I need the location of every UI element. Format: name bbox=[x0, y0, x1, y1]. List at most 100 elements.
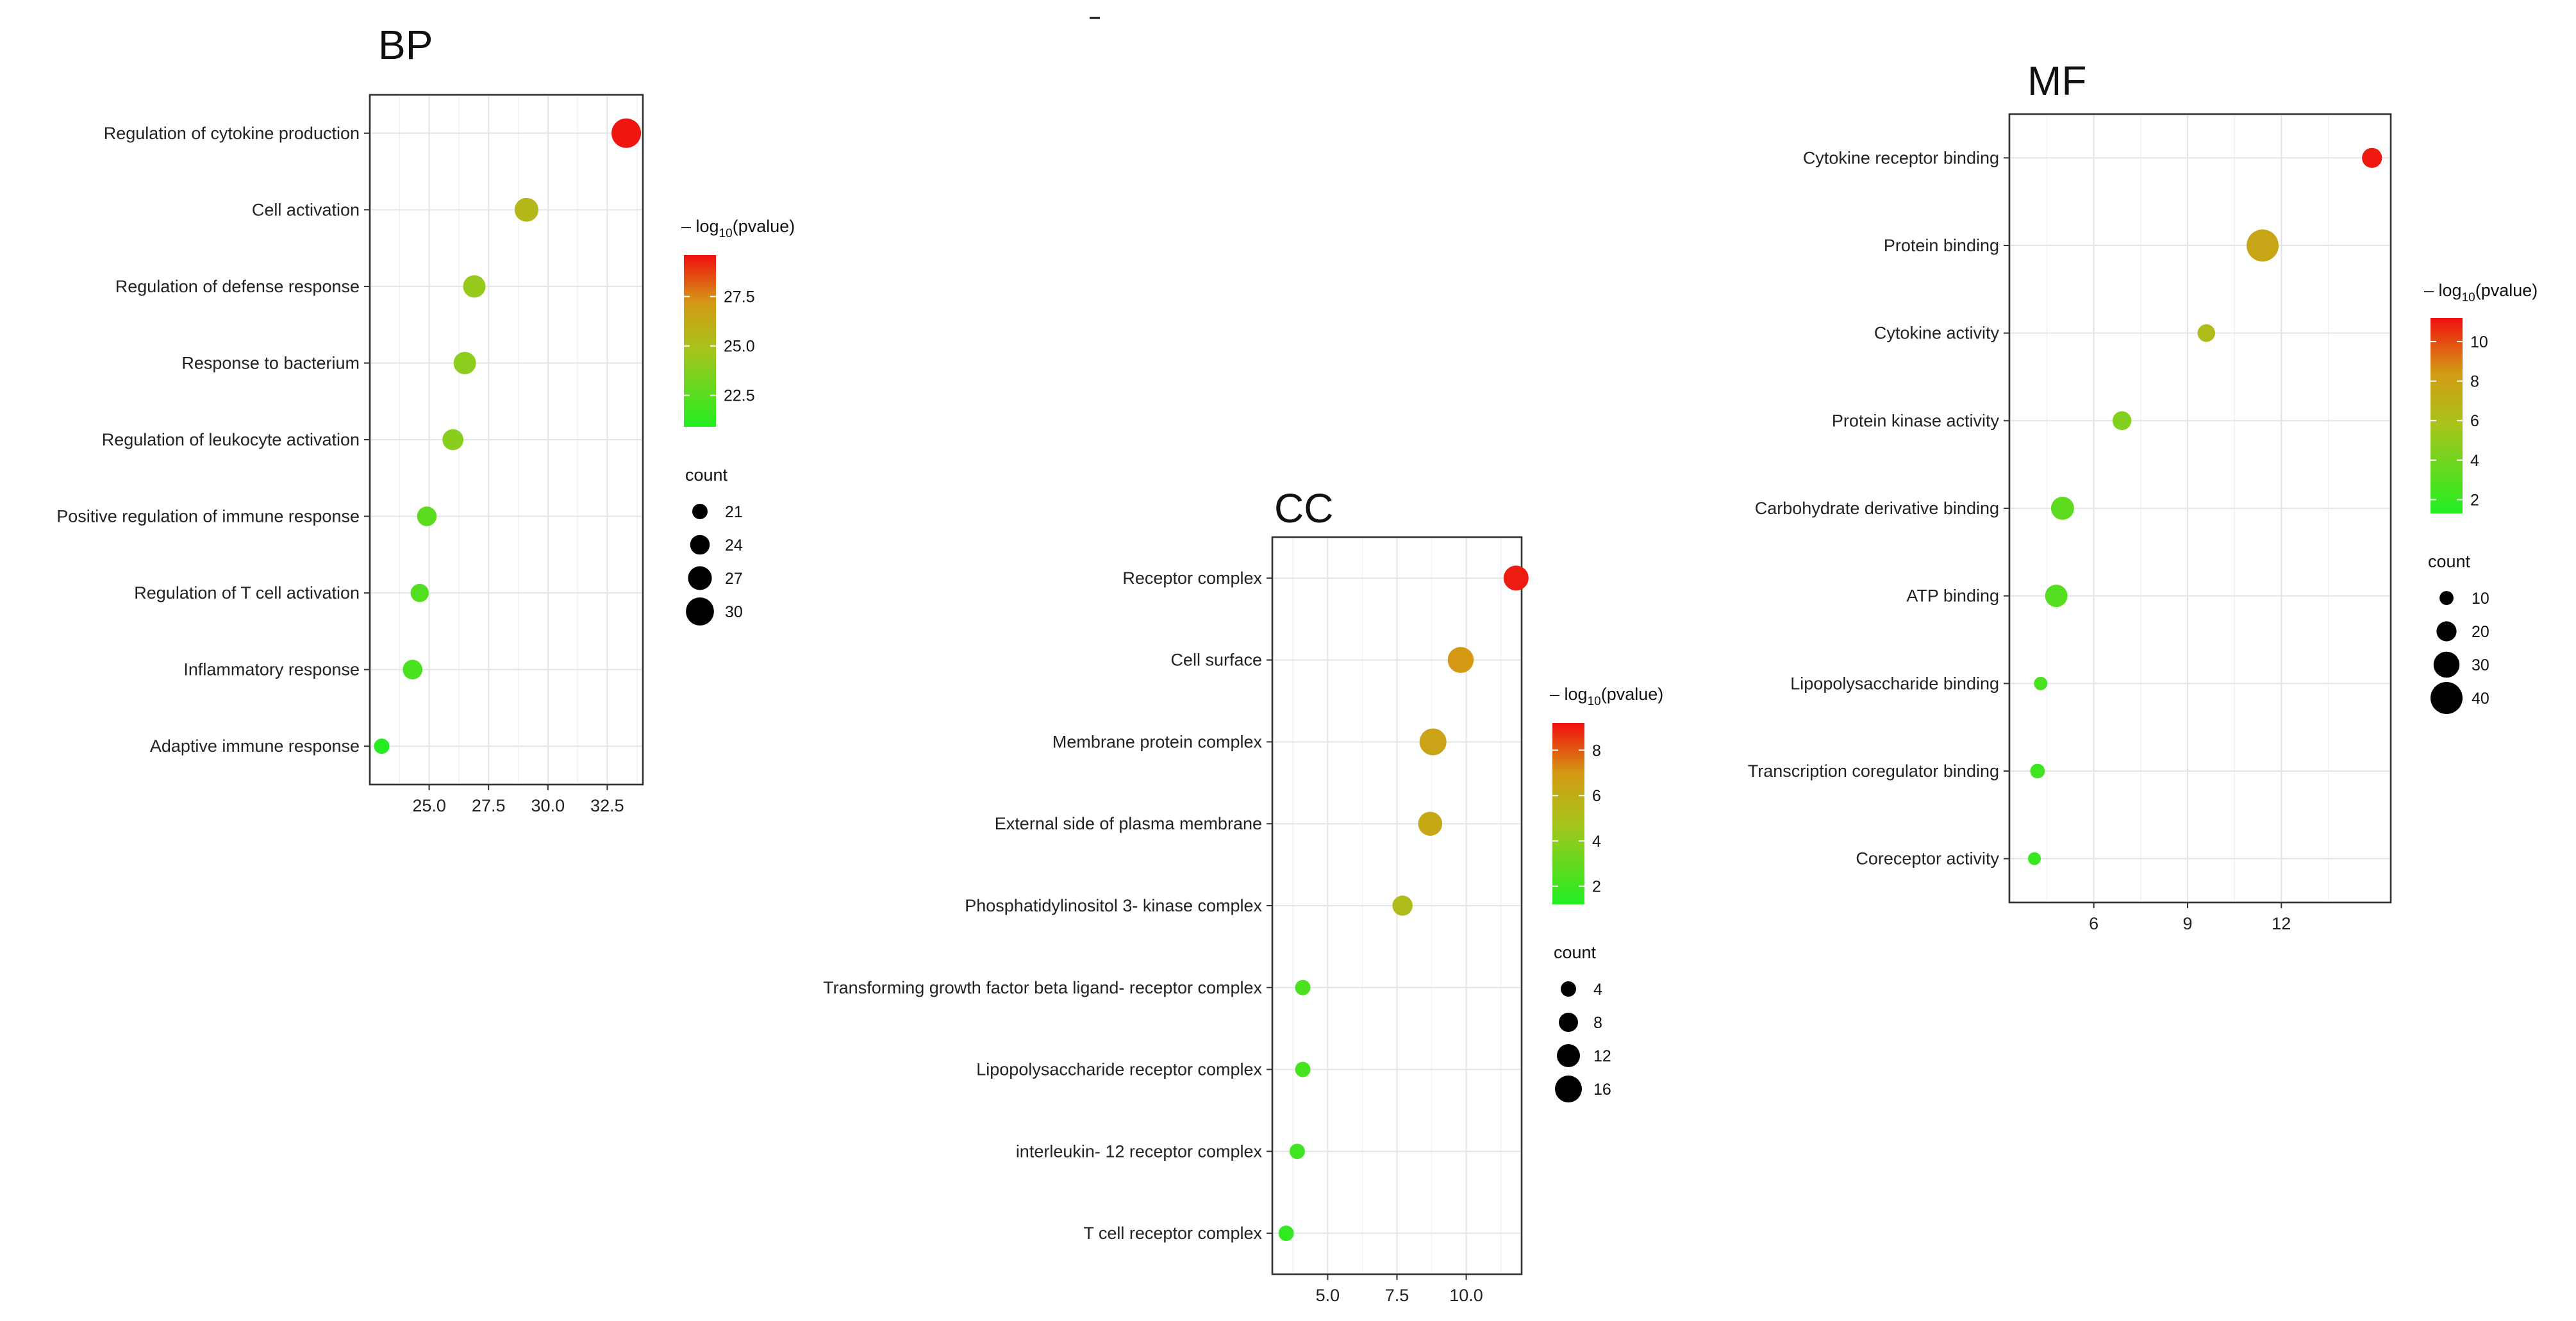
color-legend-title-suffix: (pvalue) bbox=[2475, 281, 2538, 300]
data-point bbox=[2197, 324, 2216, 342]
size-legend-dot bbox=[1557, 1044, 1580, 1067]
x-tick-label: 30.0 bbox=[531, 796, 565, 815]
category-label: ATP binding bbox=[1906, 586, 1999, 606]
size-legend-label: 10 bbox=[2472, 590, 2489, 608]
category-label: Membrane protein complex bbox=[1052, 732, 1263, 751]
color-legend-title-sub: 10 bbox=[2462, 291, 2475, 304]
colorbar-tick-label: 27.5 bbox=[724, 288, 755, 306]
panel-title: CC bbox=[1274, 485, 1333, 531]
data-point bbox=[410, 583, 429, 602]
data-point bbox=[1295, 1061, 1311, 1077]
size-legend-label: 16 bbox=[1593, 1081, 1611, 1099]
panel-bp: 25.0 27.5 30.0 32.5 Regulation of cytokine p… bbox=[56, 22, 795, 815]
data-point bbox=[2050, 497, 2074, 520]
colorbar-tick-label: 10 bbox=[2470, 333, 2488, 351]
category-label: Receptor complex bbox=[1122, 569, 1262, 588]
x-tick-label: 25.0 bbox=[412, 796, 446, 815]
size-legend-dot bbox=[1555, 1076, 1582, 1102]
category-label: Regulation of cytokine production bbox=[104, 124, 360, 143]
size-legend-label: 24 bbox=[725, 536, 743, 554]
size-legend-dot bbox=[1561, 981, 1576, 997]
colorbar bbox=[1552, 723, 1584, 904]
size-legend-dot bbox=[2436, 621, 2457, 642]
x-tick-label: 6 bbox=[2089, 914, 2098, 933]
category-label: T cell receptor complex bbox=[1083, 1224, 1262, 1243]
size-legend-title: count bbox=[685, 465, 728, 485]
size-legend-dot bbox=[1559, 1013, 1578, 1032]
category-label: Regulation of T cell activation bbox=[134, 583, 360, 602]
category-label: External side of plasma membrane bbox=[995, 814, 1262, 833]
data-point bbox=[1278, 1225, 1294, 1242]
color-legend-title-sub: 10 bbox=[719, 227, 733, 240]
data-point bbox=[1289, 1143, 1305, 1159]
panel-title: BP bbox=[378, 22, 433, 68]
category-label: Transcription coregulator binding bbox=[1748, 761, 1999, 781]
legend: – log10(pvalue) 8 6 4 2 count 4 8 12 16 bbox=[1550, 685, 1663, 1102]
size-legend-label: 20 bbox=[2472, 623, 2489, 641]
category-label: interleukin- 12 receptor complex bbox=[1016, 1142, 1263, 1161]
colorbar-tick-label: 8 bbox=[1592, 742, 1601, 760]
plot-border bbox=[2008, 113, 2392, 904]
colorbar-tick-label: 22.5 bbox=[724, 387, 755, 405]
data-point bbox=[1418, 811, 1443, 836]
plot-border bbox=[369, 94, 644, 786]
data-point bbox=[463, 275, 486, 298]
panel-mf: 6 9 12 Cytokine receptor binding Protein bin… bbox=[1748, 58, 2538, 933]
data-point bbox=[2362, 147, 2382, 168]
data-point bbox=[442, 429, 464, 451]
x-tick-label: 27.5 bbox=[472, 796, 506, 815]
colorbar-tick-label: 2 bbox=[2470, 491, 2479, 509]
data-point bbox=[1503, 565, 1529, 591]
size-legend-dot bbox=[2431, 682, 2463, 714]
data-point bbox=[1392, 895, 1413, 916]
category-label: Coreceptor activity bbox=[1856, 849, 1999, 868]
panel-title: MF bbox=[2027, 58, 2086, 104]
size-legend-dot bbox=[688, 566, 712, 590]
color-legend-title: – log10(pvalue) bbox=[1550, 685, 1663, 708]
size-legend-dot bbox=[690, 535, 710, 555]
x-tick-label: 5.0 bbox=[1316, 1286, 1340, 1305]
plot-border bbox=[1271, 536, 1523, 1275]
category-label: Carbohydrate derivative binding bbox=[1755, 499, 1999, 518]
colorbar-tick-label: 4 bbox=[1592, 833, 1601, 851]
category-label: Transforming growth factor beta ligand- … bbox=[823, 978, 1262, 997]
size-legend-label: 27 bbox=[725, 570, 743, 588]
category-label: Protein kinase activity bbox=[1832, 411, 2000, 430]
category-label: Adaptive immune response bbox=[150, 736, 360, 756]
category-label: Regulation of leukocyte activation bbox=[102, 430, 360, 449]
size-legend-dot bbox=[686, 597, 714, 626]
category-label: Regulation of defense response bbox=[115, 277, 360, 296]
colorbar-tick-label: 4 bbox=[2470, 452, 2479, 470]
category-label: Lipopolysaccharide receptor complex bbox=[976, 1060, 1262, 1079]
x-tick-label: 10.0 bbox=[1449, 1286, 1483, 1305]
data-point bbox=[514, 197, 539, 222]
size-legend-dot bbox=[2439, 591, 2454, 605]
colorbar-tick-label: 6 bbox=[2470, 412, 2479, 430]
size-legend-label: 21 bbox=[725, 503, 743, 521]
colorbar bbox=[2431, 318, 2463, 513]
colorbar-tick-label: 8 bbox=[2470, 373, 2479, 391]
size-legend-title: count bbox=[1554, 943, 1597, 962]
data-point bbox=[2112, 411, 2132, 431]
data-point bbox=[417, 506, 437, 526]
colorbar-tick-label: 25.0 bbox=[724, 338, 755, 356]
size-legend-label: 30 bbox=[2472, 656, 2489, 674]
size-legend-dot bbox=[2433, 651, 2460, 678]
category-label: Positive regulation of immune response bbox=[56, 507, 360, 526]
data-point bbox=[2028, 852, 2041, 865]
panel-cc: 5.0 7.5 10.0 Receptor complex Cell surface Me… bbox=[823, 485, 1663, 1305]
size-legend-label: 12 bbox=[1593, 1047, 1611, 1065]
category-label: Phosphatidylinositol 3- kinase complex bbox=[965, 896, 1262, 915]
colorbar-tick-label: 2 bbox=[1592, 878, 1601, 896]
category-label: Protein binding bbox=[1884, 236, 1999, 255]
category-label: Response to bacterium bbox=[181, 353, 360, 372]
size-legend-dot bbox=[692, 504, 708, 519]
size-legend-label: 8 bbox=[1593, 1014, 1602, 1032]
category-label: Lipopolysaccharide binding bbox=[1790, 674, 1999, 693]
legend: – log10(pvalue) 27.5 25.0 22.5 count 21 24 27 30 bbox=[681, 217, 795, 626]
data-point bbox=[2034, 676, 2048, 690]
color-legend-title-sub: 10 bbox=[1588, 695, 1601, 708]
data-point bbox=[1447, 647, 1474, 673]
